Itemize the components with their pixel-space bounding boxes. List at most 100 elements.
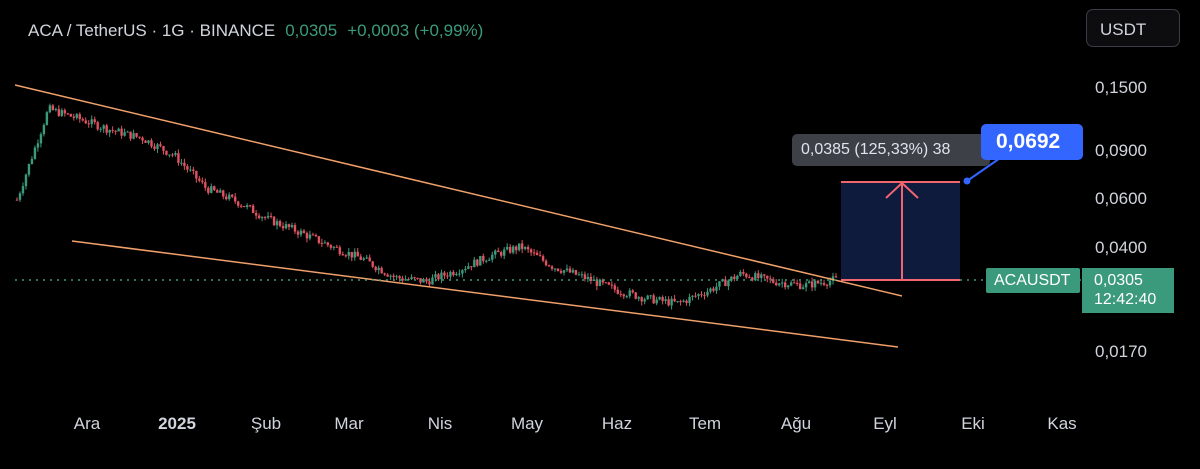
candle-body [90, 119, 93, 125]
candle-body [473, 259, 476, 268]
symbol-price-tag: ACAUSDT [986, 268, 1080, 293]
x-tick-label: Kas [1047, 414, 1077, 433]
candle-body [655, 299, 658, 304]
candle-body [700, 294, 703, 296]
candle-body [129, 131, 132, 139]
candle-body [57, 109, 61, 116]
candle-body [780, 282, 784, 284]
candle-body [54, 109, 58, 111]
candle-body [491, 254, 494, 260]
candle-body [452, 271, 455, 276]
candle-body [186, 166, 189, 170]
candle-body [293, 225, 297, 232]
candle-body [607, 282, 611, 285]
candle-body [526, 247, 530, 250]
candle-body [676, 301, 679, 303]
candle-body [24, 174, 28, 187]
candle-body [386, 274, 389, 277]
candle-body [503, 249, 506, 256]
candle-body [216, 190, 219, 193]
candle-body [33, 147, 37, 159]
x-tick-label: Mar [334, 414, 364, 433]
candle-body [236, 201, 240, 206]
candle-body [284, 224, 288, 229]
candle-body [302, 230, 306, 234]
candle-body [727, 280, 730, 287]
candle-body [183, 162, 186, 167]
candle-body [485, 260, 488, 262]
candle-body [458, 273, 461, 275]
candle-body [769, 278, 772, 280]
candle-body [715, 286, 718, 291]
candle-body [368, 257, 371, 262]
candle-body [39, 134, 43, 144]
candle-body [637, 297, 640, 299]
candle-body [419, 278, 422, 283]
candle-body [377, 267, 380, 271]
candle-body [691, 295, 694, 297]
candle-body [278, 221, 282, 227]
candle-body [84, 120, 87, 124]
candle-body [153, 146, 156, 149]
target-price-tag[interactable]: 0,0692 [981, 124, 1083, 160]
candle-body [195, 170, 198, 179]
candle-body [138, 136, 141, 138]
candle-body [177, 153, 180, 163]
candle-body [228, 194, 231, 200]
candle-body [374, 266, 377, 271]
candle-body [317, 236, 321, 243]
candle-body [192, 169, 195, 171]
candle-body [45, 112, 49, 125]
candle-body [500, 252, 503, 256]
candle-body [96, 122, 99, 130]
candle-body [213, 186, 216, 191]
candle-body [344, 255, 347, 257]
x-tick-label: Eki [961, 414, 985, 433]
candle-body [553, 268, 557, 270]
candle-body [511, 246, 515, 253]
candle-body [165, 150, 168, 155]
candle-body [168, 154, 171, 156]
candle-body [269, 215, 273, 217]
candle-body [323, 242, 327, 244]
candle-body [380, 267, 383, 274]
candle-body [547, 265, 551, 267]
candle-body [467, 266, 470, 269]
x-tick-label: Nis [427, 414, 453, 433]
x-tick-label: Eyl [873, 414, 897, 433]
candle-body [619, 293, 622, 295]
candle-body [464, 268, 467, 271]
candle-body [117, 128, 120, 132]
measure-box[interactable] [841, 182, 960, 280]
candle-body [760, 274, 763, 278]
wedge-upper-trendline[interactable] [14, 84, 903, 297]
candle-body [287, 224, 291, 228]
currency-button[interactable]: USDT [1086, 9, 1180, 47]
candle-body [757, 273, 760, 278]
candle-body [251, 205, 255, 214]
target-anchor-point[interactable] [963, 177, 971, 185]
candle-body [231, 194, 234, 197]
candle-body [144, 140, 147, 143]
candle-body [422, 279, 425, 283]
candle-body [825, 284, 829, 286]
candle-body [775, 282, 778, 286]
candle-body [730, 276, 733, 281]
candle-body [30, 158, 34, 164]
candle-body [102, 125, 105, 129]
candle-body [706, 291, 709, 296]
candle-body [299, 230, 303, 235]
candle-body [640, 297, 643, 302]
wedge-lower-trendline[interactable] [71, 240, 899, 348]
candlestick-series [15, 103, 838, 310]
candle-body [610, 284, 614, 286]
candle-body [398, 276, 401, 279]
x-tick-label: Tem [688, 414, 722, 433]
candle-body [834, 276, 838, 278]
candle-body [538, 255, 542, 257]
candle-body [350, 251, 353, 258]
candle-body [816, 280, 820, 284]
candle-body [257, 215, 261, 219]
candle-body [497, 250, 500, 253]
